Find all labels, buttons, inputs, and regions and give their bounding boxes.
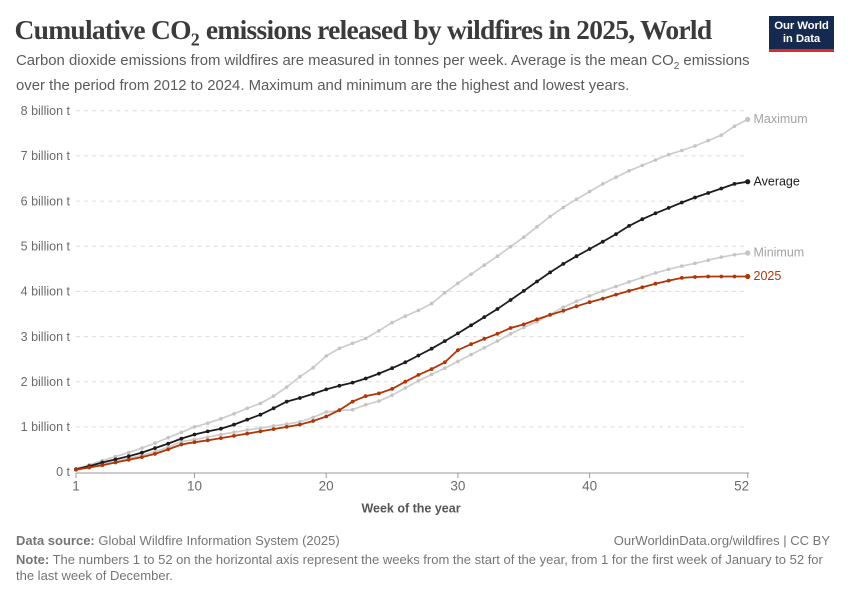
svg-text:30: 30 — [450, 479, 465, 494]
svg-text:8 billion t: 8 billion t — [21, 104, 71, 118]
svg-text:5 billion t: 5 billion t — [21, 239, 71, 253]
svg-text:Average: Average — [754, 174, 800, 188]
svg-text:20: 20 — [319, 479, 334, 494]
svg-text:0 t: 0 t — [56, 465, 70, 479]
svg-text:2 billion t: 2 billion t — [21, 375, 71, 389]
svg-text:2025: 2025 — [754, 269, 782, 283]
svg-text:Minimum: Minimum — [754, 246, 805, 260]
svg-text:Week of the year: Week of the year — [361, 502, 460, 516]
svg-text:4 billion t: 4 billion t — [21, 285, 71, 299]
svg-text:3 billion t: 3 billion t — [21, 330, 71, 344]
svg-text:52: 52 — [734, 479, 749, 494]
svg-text:Maximum: Maximum — [754, 112, 808, 126]
svg-text:10: 10 — [187, 479, 202, 494]
svg-text:40: 40 — [582, 479, 597, 494]
svg-text:6 billion t: 6 billion t — [21, 194, 71, 208]
svg-text:1: 1 — [72, 479, 80, 494]
svg-text:7 billion t: 7 billion t — [21, 149, 71, 163]
svg-text:1 billion t: 1 billion t — [21, 420, 71, 434]
